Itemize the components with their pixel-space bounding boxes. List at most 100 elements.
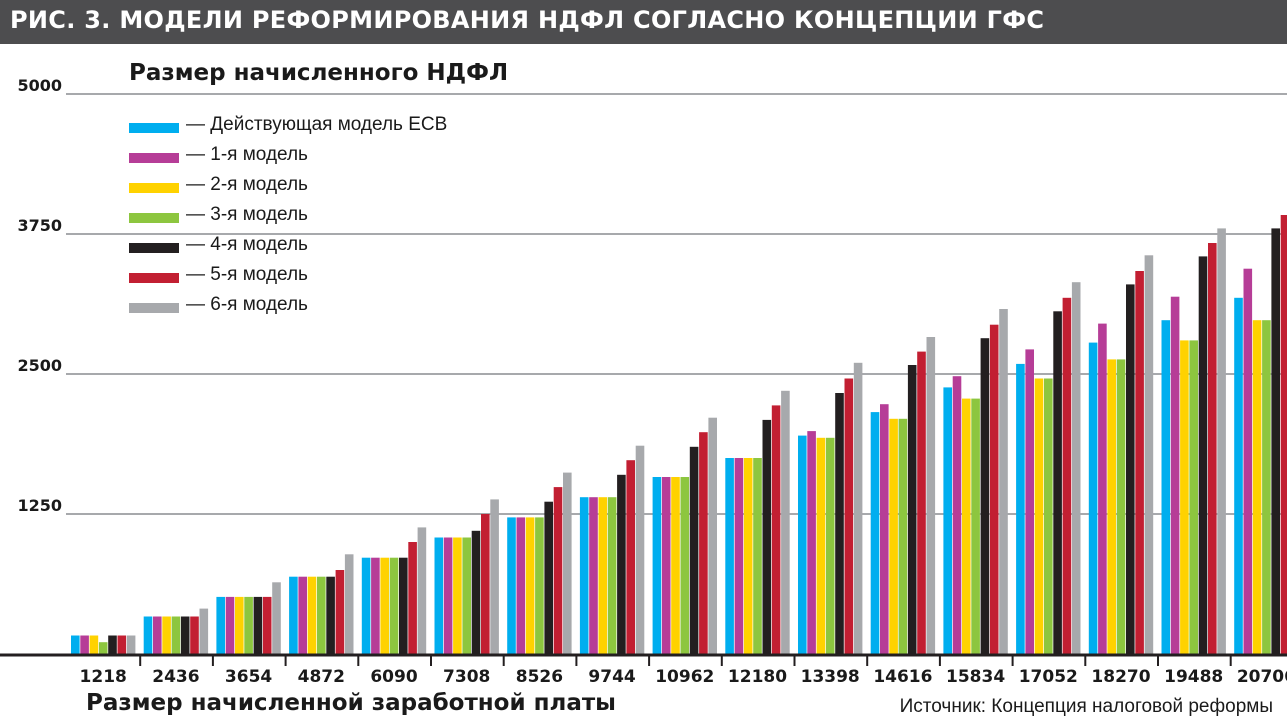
bar xyxy=(1062,297,1072,654)
bar xyxy=(1144,255,1154,655)
bar xyxy=(1234,297,1243,654)
bar xyxy=(1088,342,1098,654)
bar xyxy=(535,517,544,654)
y-tick-label: 3750 xyxy=(17,216,62,235)
legend-swatch xyxy=(129,153,179,163)
x-tick-label: 19488 xyxy=(1164,667,1223,687)
bar xyxy=(880,404,889,654)
bar xyxy=(1161,320,1171,654)
bar xyxy=(434,537,444,654)
bar xyxy=(1034,378,1044,654)
bar xyxy=(1180,340,1189,654)
bar xyxy=(262,596,272,654)
bar xyxy=(635,445,645,654)
bar xyxy=(117,635,127,654)
bar xyxy=(235,596,244,654)
legend-label: — 1-я модель xyxy=(186,144,308,165)
bar xyxy=(607,497,617,654)
y-tick-label: 1250 xyxy=(17,496,62,515)
bar xyxy=(1208,243,1217,654)
bar xyxy=(617,474,626,654)
bar xyxy=(361,557,371,654)
x-tick-label: 10962 xyxy=(655,667,714,687)
bar xyxy=(443,537,453,654)
legend-label: — 4-я модель xyxy=(186,234,308,255)
bar xyxy=(417,527,427,654)
bar xyxy=(734,458,744,654)
x-tick-label: 3654 xyxy=(225,667,272,687)
bar xyxy=(671,477,680,654)
bar xyxy=(971,398,980,654)
legend-swatch xyxy=(129,183,179,193)
bar xyxy=(253,596,263,654)
bar xyxy=(162,616,171,654)
bar xyxy=(143,616,153,654)
legend-label: — 2-я модель xyxy=(186,174,308,195)
legend-swatch xyxy=(129,213,179,223)
bar xyxy=(544,501,553,654)
x-axis-title: Размер начисленной заработной платы xyxy=(86,690,616,716)
bar xyxy=(661,477,671,654)
bar xyxy=(689,446,699,654)
bar xyxy=(989,324,999,654)
x-tick-label: 12180 xyxy=(728,667,787,687)
bar xyxy=(216,596,225,654)
bar xyxy=(579,497,589,654)
legend-label: — 5-я модель xyxy=(186,264,308,285)
legend-swatch xyxy=(129,123,179,133)
bar xyxy=(171,616,181,654)
bar xyxy=(553,487,563,654)
y-tick-label: 5000 xyxy=(17,76,62,95)
bar xyxy=(326,576,335,654)
bar xyxy=(943,387,952,654)
bar xyxy=(962,398,971,654)
bar xyxy=(108,635,117,654)
bar xyxy=(399,557,408,654)
bar xyxy=(490,499,499,654)
bar xyxy=(853,362,863,654)
bar xyxy=(516,517,526,654)
x-tick-label: 2436 xyxy=(152,667,199,687)
bar xyxy=(453,537,462,654)
bar xyxy=(380,557,389,654)
legend-swatch xyxy=(129,273,179,283)
bar xyxy=(126,635,136,654)
x-tick-label: 7308 xyxy=(443,667,490,687)
bar xyxy=(98,642,108,654)
legend-label: — Действующая модель ЕСВ xyxy=(186,114,448,135)
bar xyxy=(272,582,281,654)
bar xyxy=(708,417,717,654)
bar xyxy=(71,635,80,654)
x-tick-label: 17052 xyxy=(1019,667,1078,687)
bar xyxy=(762,419,772,654)
x-tick-label: 8526 xyxy=(516,667,563,687)
bar xyxy=(725,458,734,654)
bar xyxy=(798,435,807,654)
bar xyxy=(289,576,298,654)
bar xyxy=(1107,359,1116,654)
legend-label: — 3-я модель xyxy=(186,204,308,225)
bar xyxy=(781,390,790,654)
bar xyxy=(889,418,898,654)
bar xyxy=(699,432,708,654)
x-tick-label: 6090 xyxy=(370,667,417,687)
bar xyxy=(844,378,854,654)
bar xyxy=(1252,320,1262,654)
bar xyxy=(1135,271,1144,654)
bar xyxy=(153,616,162,654)
bar xyxy=(1280,215,1287,654)
bar xyxy=(1016,363,1025,654)
bar xyxy=(835,393,844,654)
bar xyxy=(1053,311,1062,654)
bar xyxy=(626,460,635,654)
chart-title: Размер начисленного НДФЛ xyxy=(129,60,509,86)
bar xyxy=(1025,349,1034,654)
x-tick-label: 9744 xyxy=(588,667,635,687)
bar xyxy=(1262,320,1271,654)
bar xyxy=(307,576,317,654)
bar xyxy=(180,616,190,654)
x-tick-label: 15834 xyxy=(946,667,1005,687)
x-axis-tick-labels: 1218 2436 3654 4872 6090 7308 8526 9744 10962 121… xyxy=(80,667,1287,687)
bar xyxy=(680,477,690,654)
